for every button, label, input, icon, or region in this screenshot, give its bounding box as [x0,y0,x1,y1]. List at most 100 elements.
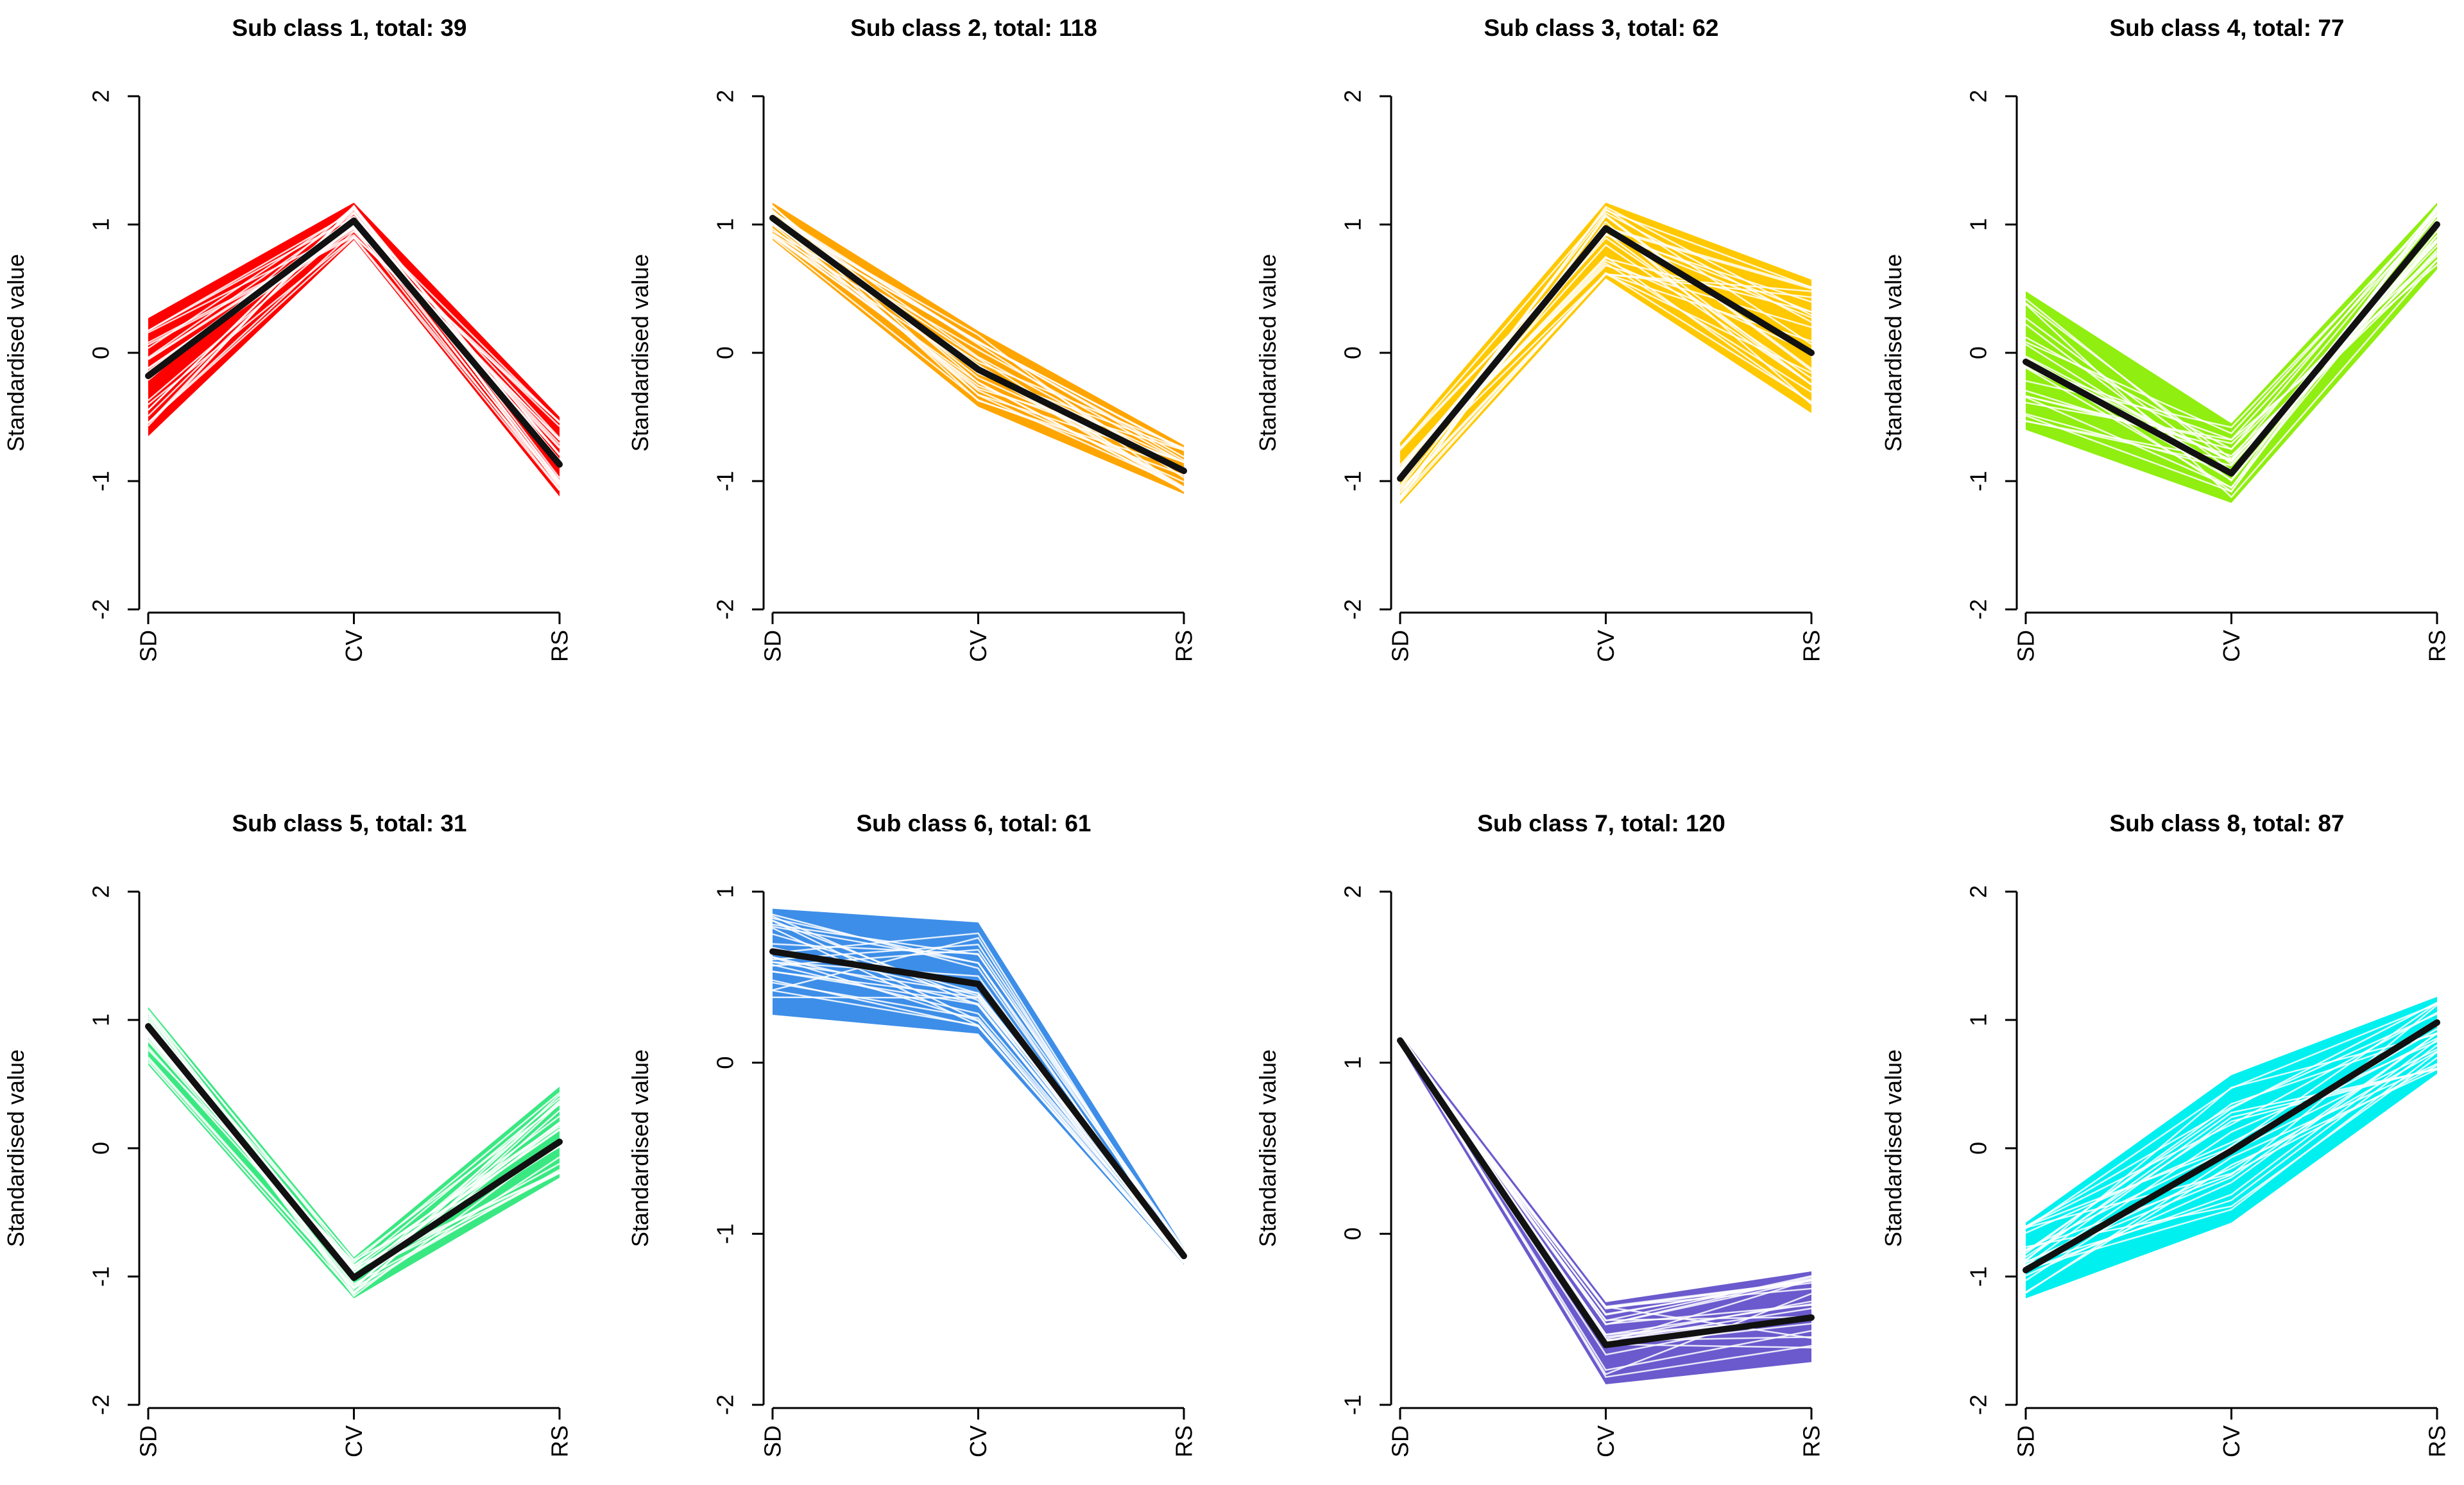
profile-line [772,210,1185,470]
x-tick-label: CV [965,630,991,662]
x-tick-label: SD [1387,630,1414,662]
x-tick-label: SD [2013,630,2039,662]
subplot-3: Sub class 3, total: 62 Standardised value… [1254,15,1825,662]
subplot-7: Sub class 7, total: 120 Standardised valu… [1254,810,1825,1457]
centroid-line [769,215,1187,474]
subplot-5: Sub class 5, total: 31 Standardised value… [3,810,573,1457]
profile-line [1399,1040,1812,1309]
x-tick-label: SD [760,1425,786,1457]
subplot-8: Sub class 8, total: 87 Standardised value… [1880,810,2451,1457]
profile-line [772,937,1185,1264]
profile-line [1399,1035,1812,1379]
profile-line [772,212,1185,479]
y-tick-label: 2 [88,90,114,103]
x-tick-label: RS [1799,1425,1825,1457]
y-tick-label: 2 [88,885,114,898]
y-tick-label: 1 [88,1014,114,1026]
profile-line [148,1015,560,1274]
profile-line [2025,1013,2438,1228]
y-axis-label: Standardised value [627,254,653,452]
profile-line [772,209,1185,470]
profile-line [2025,1040,2438,1271]
x-tick-label: CV [341,1425,367,1457]
y-tick-label: 2 [1340,885,1366,898]
profile-line [1399,1039,1812,1308]
subplot-4: Sub class 4, total: 77 Standardised value… [1880,15,2451,662]
profile-line [772,211,1185,450]
x-tick-label: RS [1799,630,1825,662]
profile-line [772,206,1185,450]
profile-line [1399,271,1812,502]
y-axis-label: Standardised value [1880,1049,1906,1247]
subplot-title: Sub class 8, total: 87 [2109,810,2344,836]
centroid-line [1397,225,1815,482]
centroid-line [145,217,563,468]
profile-line [1399,1042,1812,1310]
y-tick-label: -1 [88,471,114,491]
profile-envelope [148,203,560,496]
y-tick-label: 0 [1340,1227,1366,1240]
subplot-title: Sub class 5, total: 31 [232,810,466,836]
x-tick-label: SD [135,1425,162,1457]
profile-line [2025,1002,2438,1282]
subplot-2: Sub class 2, total: 118 Standardised valu… [627,15,1197,662]
y-tick-label: 2 [1340,90,1366,103]
profile-envelope [1400,1033,1811,1384]
x-tick-label: RS [2424,630,2451,662]
x-tick-label: CV [965,1425,991,1457]
x-tick-label: CV [1593,1425,1619,1457]
x-tick-label: CV [1593,630,1619,662]
y-tick-label: 0 [712,346,739,359]
profile-line [1399,262,1812,473]
y-tick-label: 1 [1965,218,1992,231]
x-tick-label: CV [341,630,367,662]
y-tick-label: 0 [712,1056,739,1069]
y-tick-label: 1 [1340,1056,1366,1069]
subplot-title: Sub class 3, total: 62 [1484,15,1718,41]
profile-line [1399,1040,1812,1322]
profile-line [772,915,1185,1262]
profile-line [2025,210,2438,461]
profile-line [148,210,560,482]
y-tick-label: -2 [1965,1395,1992,1415]
profile-line [2025,1067,2438,1267]
profile-line [2025,1003,2438,1230]
y-tick-label: -1 [1340,1395,1366,1415]
centroid-line [2023,221,2440,477]
y-tick-label: 2 [1965,885,1992,898]
subplot-title: Sub class 6, total: 61 [856,810,1091,836]
subplot-title: Sub class 4, total: 77 [2109,15,2344,41]
profile-line [1399,1042,1812,1315]
y-tick-label: 1 [1340,218,1366,231]
profile-line [2025,1064,2438,1228]
profile-line [2025,1067,2438,1258]
y-tick-label: 2 [712,90,739,103]
profile-line [2025,1063,2438,1294]
profile-line [772,971,1185,1261]
profile-line [772,232,1185,449]
y-tick-label: -1 [88,1266,114,1287]
x-tick-label: CV [2218,630,2245,662]
y-tick-label: -2 [712,1395,739,1415]
profile-line [2025,253,2438,445]
x-tick-label: RS [2424,1425,2451,1457]
profile-line [772,996,1185,1260]
subplot-title: Sub class 2, total: 118 [850,15,1097,41]
y-tick-label: -2 [712,599,739,620]
profile-line [148,235,560,486]
profile-line [2025,235,2438,489]
profile-envelope [1400,203,1811,504]
profile-line [772,989,1185,1264]
profile-line [772,228,1185,483]
y-axis-label: Standardised value [3,1049,29,1247]
subplot-6: Sub class 6, total: 61 Standardised value… [627,810,1197,1457]
profile-line [1399,1042,1812,1309]
profile-line [2025,1044,2438,1266]
y-axis-label: Standardised value [627,1049,653,1247]
profile-line [1399,209,1812,450]
x-tick-label: RS [547,630,573,662]
centroid-line [145,1023,563,1281]
y-tick-label: 0 [88,346,114,359]
centroid-line [769,948,1187,1259]
